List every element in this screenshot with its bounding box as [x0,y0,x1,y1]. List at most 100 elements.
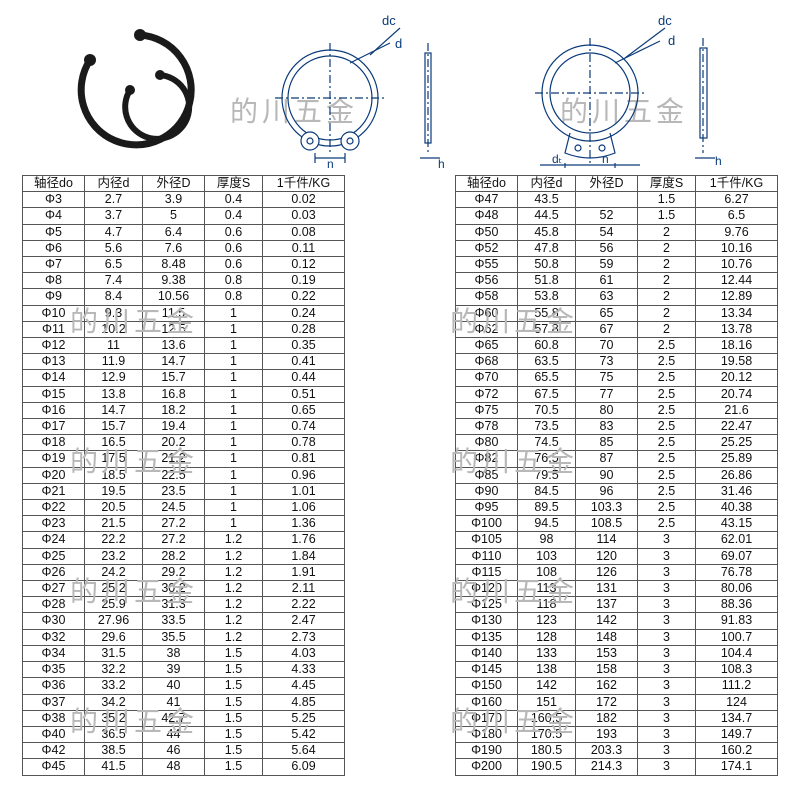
cell: Φ10 [23,305,85,321]
cell: 43.15 [696,516,778,532]
cell: 0.96 [263,467,345,483]
cell: 153 [576,645,638,661]
cell: Φ190 [456,743,518,759]
table-row: Φ190180.5203.33160.2 [456,743,778,759]
table-row: Φ3835.242.71.55.25 [23,710,345,726]
cell: 31.3 [143,597,205,613]
table-row: Φ65.67.60.60.11 [23,240,345,256]
table-row: Φ4844.5521.56.5 [456,208,778,224]
cell: Φ52 [456,240,518,256]
cell: Φ135 [456,629,518,645]
cell: 35.2 [85,710,143,726]
cell: 90 [576,467,638,483]
cell: 0.6 [205,224,263,240]
cell: Φ4 [23,208,85,224]
cell: 124 [696,694,778,710]
cell: Φ50 [456,224,518,240]
cell: 61 [576,273,638,289]
table-row: Φ54.76.40.60.08 [23,224,345,240]
table-row: Φ4238.5461.55.64 [23,743,345,759]
spec-table-right: 轴径do内径d外径D厚度S1千件/KG Φ4743.51.56.27Φ4844.… [455,175,778,776]
cell: 9.3 [85,305,143,321]
table-row: Φ2321.527.211.36 [23,516,345,532]
table-row: Φ5045.85429.76 [456,224,778,240]
cell: Φ35 [23,662,85,678]
table-row: Φ7267.5772.520.74 [456,386,778,402]
cell: 51.8 [518,273,576,289]
cell: Φ7 [23,257,85,273]
cell: 142 [576,613,638,629]
cell: 0.78 [263,435,345,451]
cell: Φ36 [23,678,85,694]
cell: Φ125 [456,597,518,613]
table-row: Φ3734.2411.54.85 [23,694,345,710]
cell: 2.5 [638,354,696,370]
cell: 0.8 [205,289,263,305]
cell: 43.5 [518,192,576,208]
cell: Φ75 [456,402,518,418]
cell: Φ12 [23,338,85,354]
cell: 1 [205,338,263,354]
diagram-front-2: dc d dₜ n h [510,13,770,168]
cell: 1.2 [205,564,263,580]
cell: 1.2 [205,597,263,613]
cell: Φ90 [456,483,518,499]
cell: 53.8 [518,289,576,305]
cell: 29.2 [143,564,205,580]
cell: Φ17 [23,419,85,435]
cell: 180.5 [518,743,576,759]
cell: 79.5 [518,467,576,483]
cell: 38 [143,645,205,661]
table-row: Φ1601511723124 [456,694,778,710]
cell: 80 [576,402,638,418]
cell: 1 [205,354,263,370]
cell: 7.4 [85,273,143,289]
table-row: Φ5651.861212.44 [456,273,778,289]
table-row: Φ109.311.510.24 [23,305,345,321]
spec-tables: 轴径do内径d外径D厚度S1千件/KG Φ32.73.90.40.02Φ43.7… [0,175,800,776]
col-header: 厚度S [638,176,696,192]
cell: 126 [576,564,638,580]
cell: 108.5 [576,516,638,532]
cell: 2.5 [638,402,696,418]
cell: Φ130 [456,613,518,629]
cell: 3 [638,710,696,726]
cell: 1 [205,500,263,516]
table-row: Φ6257.867213.78 [456,321,778,337]
cell: Φ5 [23,224,85,240]
table-row: Φ5247.856210.16 [456,240,778,256]
col-header: 内径d [518,176,576,192]
col-header: 厚度S [205,176,263,192]
cell: 148 [576,629,638,645]
cell: Φ20 [23,467,85,483]
cell: 25.25 [696,435,778,451]
cell: 12.5 [143,321,205,337]
cell: 0.4 [205,208,263,224]
cell: 76.5 [518,451,576,467]
cell: 23.2 [85,548,143,564]
cell: 172 [576,694,638,710]
table-row: Φ200190.5214.33174.1 [456,759,778,775]
table-row: Φ76.58.480.60.12 [23,257,345,273]
cell: 60.8 [518,338,576,354]
cell: 108 [518,564,576,580]
cell: 0.19 [263,273,345,289]
cell: 27.96 [85,613,143,629]
table-row: Φ10094.5108.52.543.15 [456,516,778,532]
cell: 44.5 [518,208,576,224]
cell: Φ60 [456,305,518,321]
cell: 23.5 [143,483,205,499]
cell: 160.2 [696,743,778,759]
cell: 0.8 [205,273,263,289]
cell: 75 [576,370,638,386]
label-h2: h [715,154,722,168]
cell: 24.5 [143,500,205,516]
cell: 10.56 [143,289,205,305]
cell: 70.5 [518,402,576,418]
table-row: Φ8276.5872.525.89 [456,451,778,467]
cell: 26.86 [696,467,778,483]
col-header: 1千件/KG [696,176,778,192]
table-row: Φ1311.914.710.41 [23,354,345,370]
cell: 174.1 [696,759,778,775]
cell: 57.8 [518,321,576,337]
